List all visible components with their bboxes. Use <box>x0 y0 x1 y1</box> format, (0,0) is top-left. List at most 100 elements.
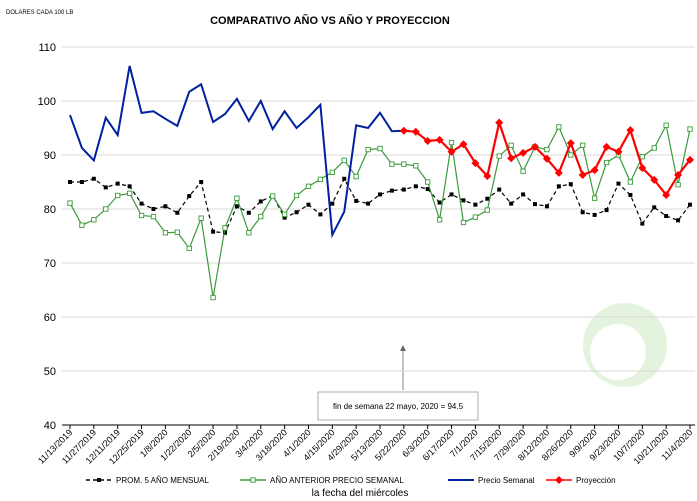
y-tick-label: 80 <box>44 204 56 216</box>
y-tick-label: 70 <box>44 258 56 270</box>
annotation: fin de semana 22 mayo, 2020 = 94.5 <box>333 402 464 411</box>
y-tick-label: 100 <box>38 96 56 108</box>
marker <box>341 157 347 164</box>
marker <box>592 212 597 217</box>
marker <box>222 225 228 231</box>
marker <box>497 187 502 192</box>
marker <box>175 210 180 215</box>
marker <box>676 218 681 223</box>
marker <box>663 122 669 128</box>
marker <box>115 192 121 199</box>
marker <box>199 180 204 184</box>
marker <box>97 478 101 482</box>
marker <box>413 184 418 189</box>
marker <box>270 193 276 199</box>
marker <box>115 181 120 186</box>
marker <box>544 204 549 209</box>
marker <box>675 182 681 188</box>
series <box>69 65 404 239</box>
marker <box>211 229 216 234</box>
marker <box>568 152 574 158</box>
marker <box>389 188 394 193</box>
marker <box>591 195 598 201</box>
marker <box>281 211 288 218</box>
marker <box>163 204 168 209</box>
series <box>67 122 693 301</box>
marker <box>103 206 109 212</box>
y-tick-label: 40 <box>44 420 56 432</box>
marker <box>162 230 169 236</box>
marker <box>423 136 432 145</box>
marker <box>223 230 227 235</box>
marker <box>509 201 514 206</box>
marker <box>461 198 466 203</box>
x-axis-label: la fecha del miércoles <box>312 488 409 499</box>
marker <box>138 212 145 219</box>
marker <box>246 230 252 236</box>
marker <box>103 185 108 190</box>
marker <box>378 192 382 197</box>
marker <box>435 135 444 144</box>
marker <box>580 142 586 148</box>
marker <box>614 147 623 156</box>
marker <box>483 172 492 181</box>
marker <box>317 176 324 182</box>
marker <box>401 161 407 167</box>
marker <box>413 163 419 169</box>
legend-label: Proyección <box>576 476 616 485</box>
marker <box>67 200 73 206</box>
marker <box>354 198 359 203</box>
legend-label: AÑO ANTERIOR PRECIO SEMANAL <box>270 476 404 485</box>
marker <box>342 176 347 181</box>
marker <box>79 180 84 184</box>
marker <box>329 169 335 175</box>
marker <box>639 153 645 160</box>
watermark <box>583 303 667 387</box>
marker <box>258 199 263 204</box>
marker <box>399 126 408 135</box>
marker <box>282 215 287 220</box>
marker <box>91 176 96 181</box>
marker <box>68 180 72 184</box>
marker <box>531 142 539 151</box>
marker <box>401 187 406 192</box>
marker <box>234 195 240 201</box>
marker <box>484 207 490 213</box>
marker <box>258 213 264 220</box>
marker <box>542 154 551 163</box>
marker <box>79 222 85 228</box>
marker <box>650 175 659 184</box>
marker <box>602 142 611 151</box>
marker <box>590 166 599 175</box>
marker <box>554 168 563 177</box>
marker <box>250 477 256 483</box>
marker <box>246 210 251 215</box>
marker <box>150 213 157 220</box>
marker <box>389 161 395 167</box>
marker <box>436 217 443 223</box>
marker <box>688 202 692 207</box>
marker <box>460 219 467 226</box>
marker <box>234 204 239 209</box>
marker <box>674 170 683 179</box>
marker <box>472 214 479 220</box>
marker <box>604 208 609 213</box>
marker <box>556 124 562 130</box>
marker <box>520 168 526 174</box>
marker <box>305 183 312 189</box>
marker <box>186 245 192 252</box>
marker <box>566 139 575 148</box>
marker <box>473 202 478 207</box>
marker <box>377 145 383 152</box>
marker <box>568 182 573 187</box>
marker <box>652 205 657 210</box>
marker <box>580 210 585 215</box>
marker <box>507 154 516 163</box>
marker <box>459 140 468 149</box>
marker <box>365 146 371 153</box>
marker <box>187 194 192 199</box>
marker <box>174 229 180 235</box>
marker <box>437 200 442 205</box>
marker <box>447 147 456 156</box>
